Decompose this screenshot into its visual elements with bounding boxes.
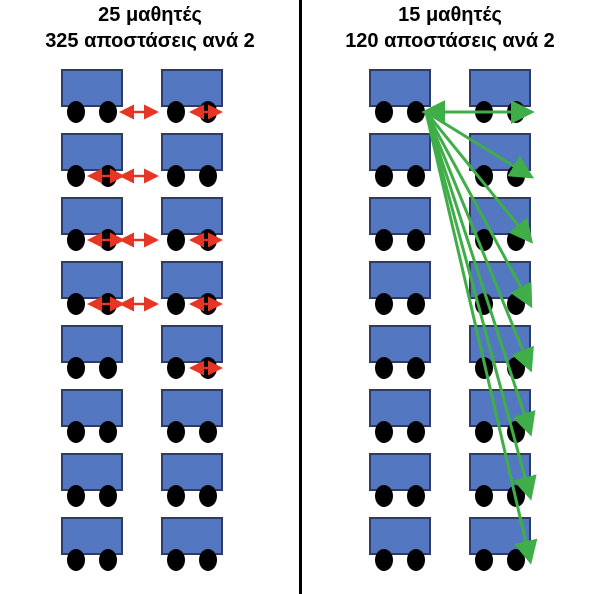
diagram-canvas: [0, 0, 600, 594]
desk: [62, 134, 122, 170]
student-icon: [167, 101, 185, 123]
student-icon: [375, 485, 393, 507]
desk: [162, 134, 222, 170]
student-icon: [167, 421, 185, 443]
desk: [62, 326, 122, 362]
student-icon: [199, 165, 217, 187]
student-icon: [375, 549, 393, 571]
student-icon: [167, 165, 185, 187]
student-icon: [67, 485, 85, 507]
desk: [370, 326, 430, 362]
student-icon: [99, 421, 117, 443]
student-icon: [167, 229, 185, 251]
desk: [162, 518, 222, 554]
desk: [162, 198, 222, 234]
desk: [470, 134, 530, 170]
student-icon: [67, 357, 85, 379]
student-icon: [407, 165, 425, 187]
desk: [62, 454, 122, 490]
desk: [162, 262, 222, 298]
desk: [62, 70, 122, 106]
desk: [62, 198, 122, 234]
student-icon: [199, 485, 217, 507]
student-icon: [475, 549, 493, 571]
desk: [470, 70, 530, 106]
student-icon: [475, 485, 493, 507]
student-icon: [507, 293, 525, 315]
desk: [370, 518, 430, 554]
desk: [162, 326, 222, 362]
student-icon: [507, 549, 525, 571]
student-icon: [167, 549, 185, 571]
student-icon: [167, 485, 185, 507]
desk: [162, 70, 222, 106]
student-icon: [67, 229, 85, 251]
desk: [370, 262, 430, 298]
student-icon: [199, 549, 217, 571]
student-icon: [199, 421, 217, 443]
student-icon: [407, 293, 425, 315]
student-icon: [375, 421, 393, 443]
student-icon: [407, 421, 425, 443]
student-icon: [407, 357, 425, 379]
desk: [370, 454, 430, 490]
student-icon: [407, 229, 425, 251]
desk: [370, 390, 430, 426]
desk: [62, 518, 122, 554]
desk: [62, 390, 122, 426]
student-icon: [167, 293, 185, 315]
student-icon: [375, 101, 393, 123]
student-icon: [99, 485, 117, 507]
student-icon: [375, 229, 393, 251]
student-icon: [475, 421, 493, 443]
student-icon: [375, 357, 393, 379]
student-icon: [99, 549, 117, 571]
student-icon: [167, 357, 185, 379]
desk: [162, 390, 222, 426]
student-icon: [67, 101, 85, 123]
student-icon: [407, 549, 425, 571]
student-icon: [375, 293, 393, 315]
student-icon: [407, 101, 425, 123]
student-icon: [67, 165, 85, 187]
student-icon: [67, 293, 85, 315]
student-icon: [407, 485, 425, 507]
student-icon: [375, 165, 393, 187]
student-icon: [99, 101, 117, 123]
student-icon: [99, 357, 117, 379]
desk: [370, 198, 430, 234]
desk: [162, 454, 222, 490]
desk: [370, 70, 430, 106]
desk: [62, 262, 122, 298]
student-icon: [67, 549, 85, 571]
student-icon: [67, 421, 85, 443]
desk: [370, 134, 430, 170]
